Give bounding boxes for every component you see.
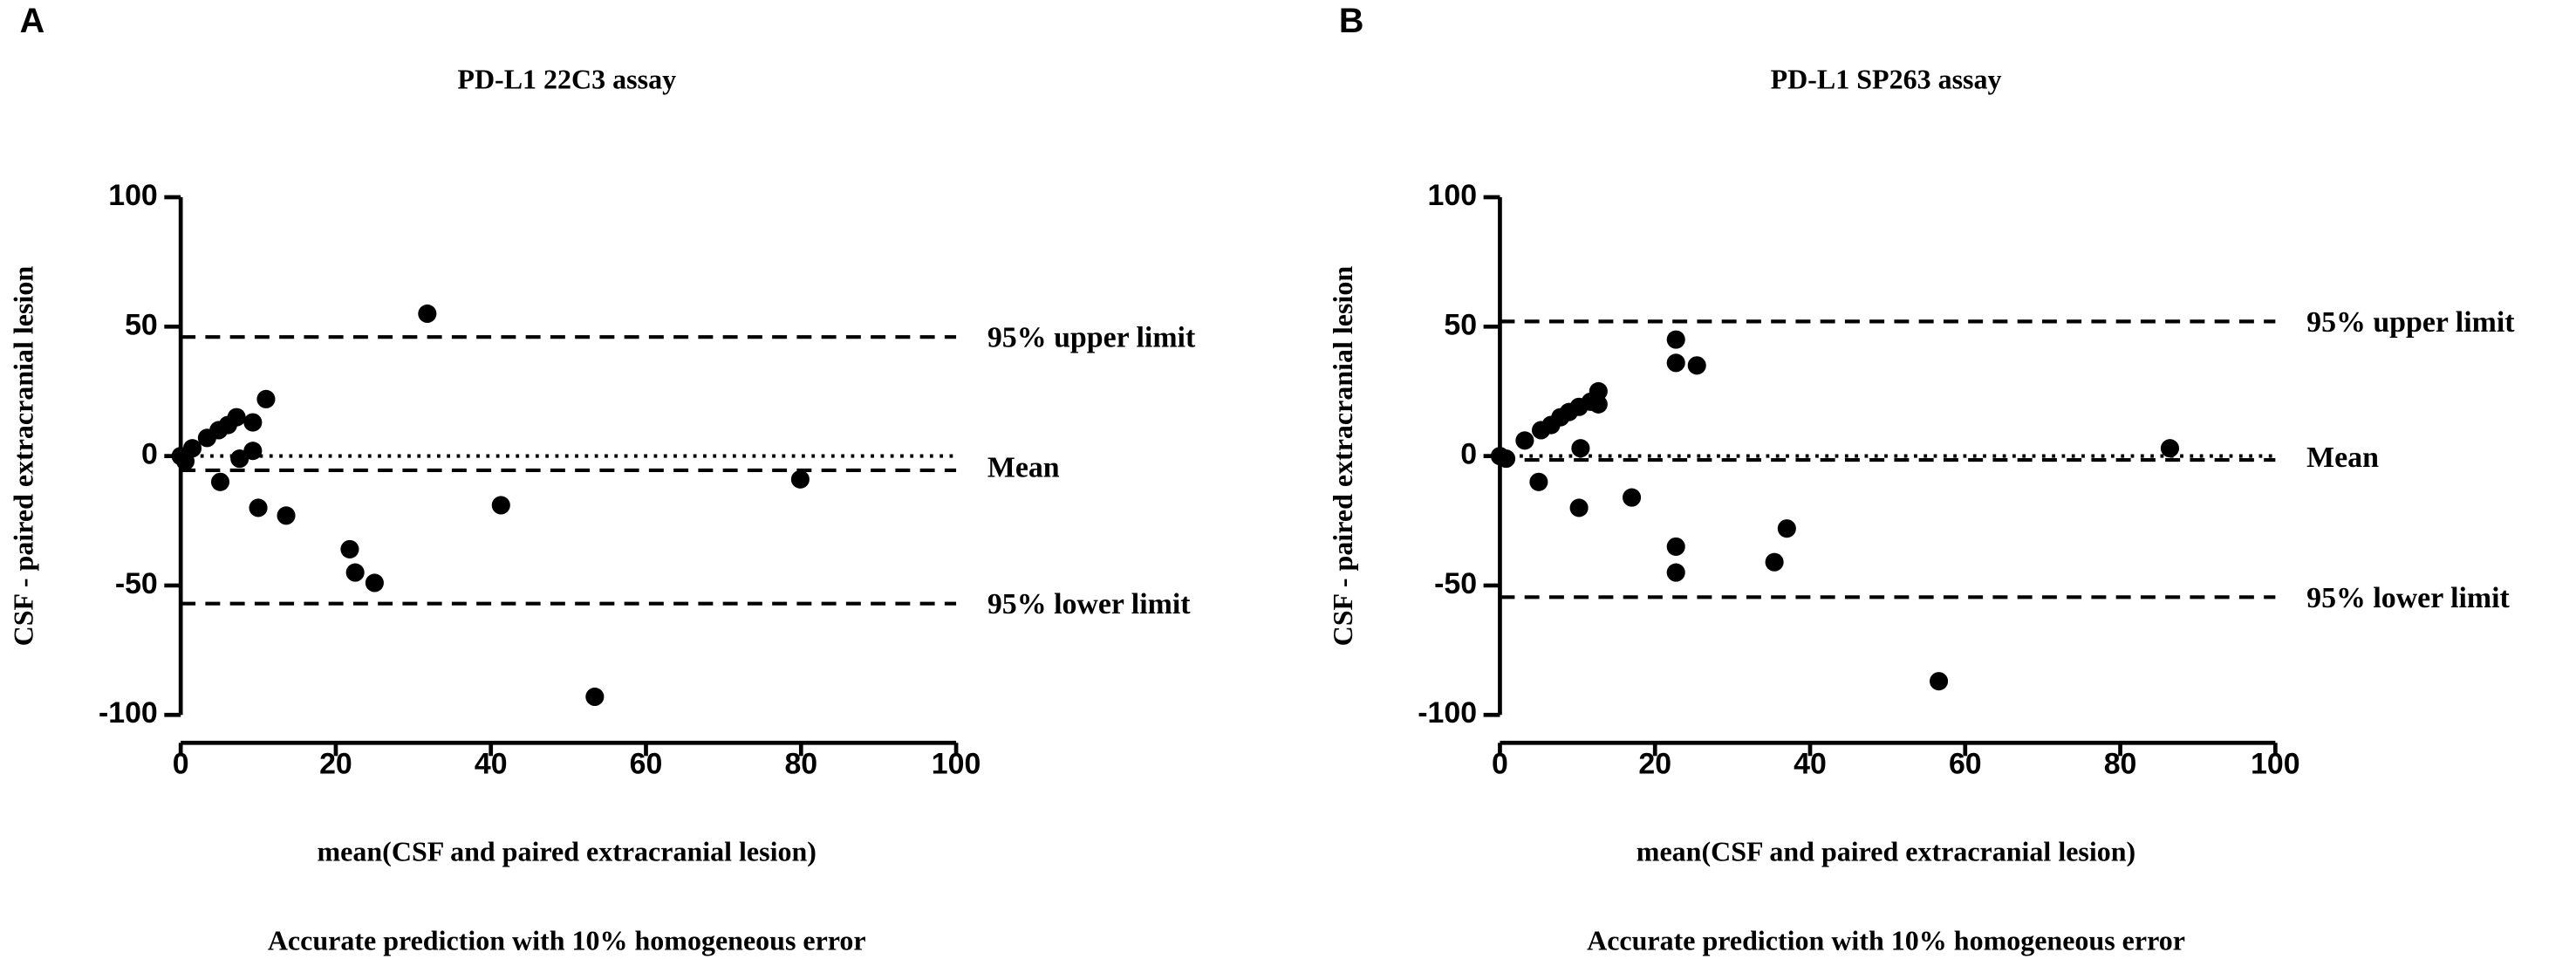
data-point <box>2160 439 2180 458</box>
data-point <box>277 506 296 525</box>
x-axis-label: mean(CSF and paired extracranial lesion) <box>1636 836 2135 867</box>
data-point <box>418 304 437 324</box>
panel-label: B <box>1339 2 1364 40</box>
reference-label: 95% lower limit <box>987 588 1191 620</box>
y-tick-label: -100 <box>1418 696 1477 730</box>
x-tick-label: 0 <box>173 748 189 781</box>
x-tick-label: 100 <box>2251 748 2300 781</box>
data-point <box>1571 439 1590 458</box>
x-tick-label: 60 <box>630 748 663 781</box>
x-tick-label: 60 <box>1949 748 1982 781</box>
data-point <box>1687 356 1706 375</box>
data-point <box>1623 488 1642 507</box>
y-tick-label: -50 <box>1434 567 1477 600</box>
x-tick-label: 80 <box>784 748 817 781</box>
data-point <box>182 439 202 458</box>
reference-label: 95% upper limit <box>987 322 1196 354</box>
y-tick-label: 100 <box>1428 179 1478 212</box>
data-point <box>249 498 268 517</box>
data-point <box>345 563 365 582</box>
data-point <box>1497 449 1516 469</box>
data-point <box>1666 563 1685 582</box>
data-point <box>256 389 276 408</box>
x-tick-label: 20 <box>1638 748 1671 781</box>
x-tick-label: 100 <box>932 748 981 781</box>
y-tick-label: -50 <box>115 567 158 600</box>
x-tick-label: 20 <box>319 748 352 781</box>
y-tick-label: 0 <box>1460 438 1477 471</box>
y-tick-label: 100 <box>108 179 158 212</box>
y-tick-label: 0 <box>141 438 158 471</box>
y-tick-label: 50 <box>125 308 158 341</box>
data-point <box>1666 330 1685 349</box>
x-tick-label: 80 <box>2104 748 2137 781</box>
data-point <box>365 573 384 593</box>
panel: B PD-L1 SP263 assay mean(CSF and paired ex… <box>1327 2 2515 956</box>
data-point <box>340 539 359 558</box>
data-point <box>1666 537 1685 556</box>
chart-title: PD-L1 SP263 assay <box>1771 64 2002 95</box>
data-point <box>243 413 263 432</box>
caption: Accurate prediction with 10% homogeneous… <box>1587 924 2185 956</box>
y-axis-label: CSF - paired extracranial lesion <box>1327 266 1358 647</box>
y-tick-label: -100 <box>99 696 158 730</box>
data-point <box>790 469 810 489</box>
x-tick-label: 0 <box>1492 748 1508 781</box>
caption: Accurate prediction with 10% homogeneous… <box>268 924 866 956</box>
data-point <box>1666 353 1685 373</box>
data-point <box>1765 552 1784 572</box>
data-point <box>1529 472 1548 491</box>
chart-title: PD-L1 22C3 assay <box>457 64 676 95</box>
data-point <box>1569 498 1589 517</box>
data-point <box>210 472 230 491</box>
x-axis-label: mean(CSF and paired extracranial lesion) <box>318 836 817 867</box>
data-point <box>491 496 510 515</box>
panel: A PD-L1 22C3 assay mean(CSF and paired ext… <box>7 2 1195 956</box>
data-point <box>1777 519 1796 538</box>
data-point <box>1930 672 1949 691</box>
x-tick-label: 40 <box>1794 748 1827 781</box>
data-point <box>1515 431 1534 450</box>
reference-label: 95% upper limit <box>2306 306 2515 339</box>
reference-label: Mean <box>987 452 1060 484</box>
data-point <box>1589 394 1608 414</box>
reference-label: 95% lower limit <box>2306 582 2510 614</box>
y-tick-label: 50 <box>1444 308 1477 341</box>
data-point <box>1589 381 1608 401</box>
data-point <box>227 408 246 427</box>
data-point <box>243 442 263 461</box>
panel-label: A <box>20 2 45 40</box>
data-point <box>585 687 605 707</box>
y-axis-label: CSF - paired extracranial lesion <box>7 266 38 647</box>
reference-label: Mean <box>2306 442 2379 474</box>
x-tick-label: 40 <box>475 748 508 781</box>
